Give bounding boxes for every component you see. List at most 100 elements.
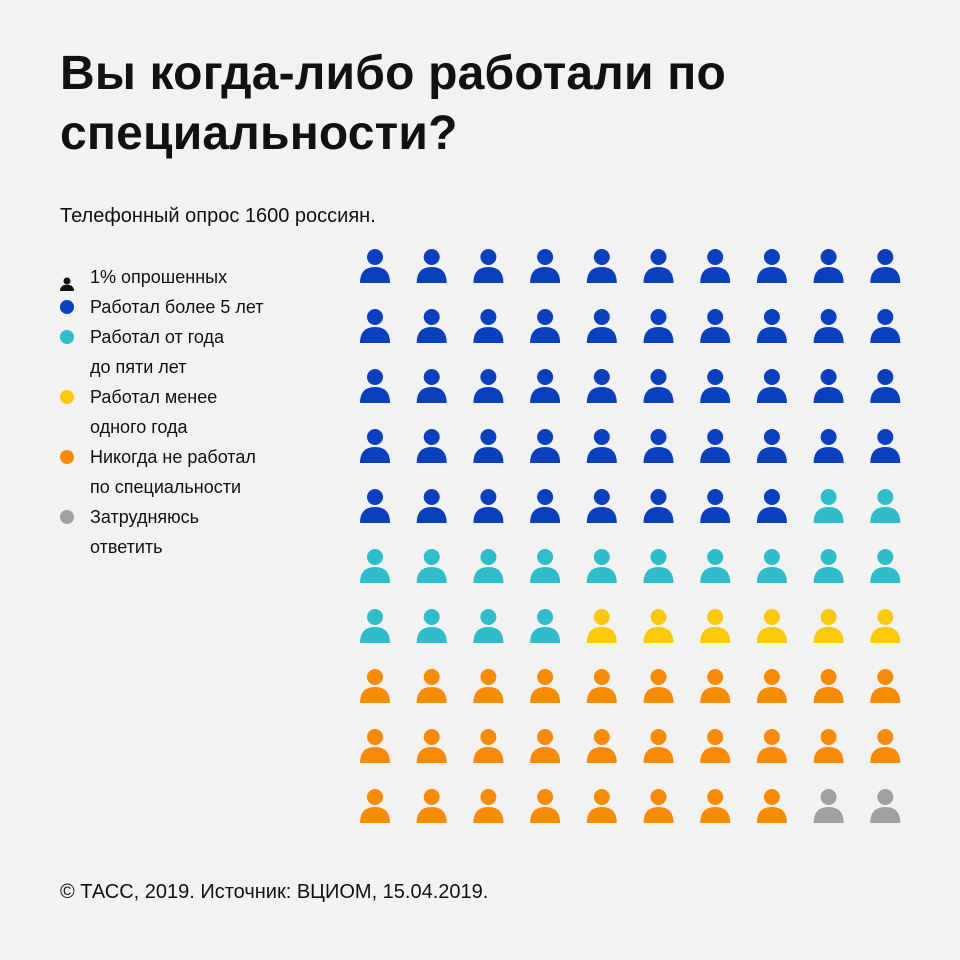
waffle-person-icon [813, 429, 844, 463]
waffle-person-icon [586, 669, 617, 703]
waffle-person-icon [473, 669, 504, 703]
waffle-person-icon [643, 309, 674, 343]
waffle-person-icon [473, 549, 504, 583]
waffle-person-icon [416, 549, 447, 583]
waffle-person-icon [870, 729, 901, 763]
waffle-person-icon [813, 729, 844, 763]
waffle-person-icon [756, 669, 787, 703]
waffle-person-icon [416, 309, 447, 343]
waffle-person-icon [360, 249, 390, 283]
waffle-person-icon [870, 549, 901, 583]
waffle-chart [360, 249, 901, 823]
waffle-person-icon [870, 429, 901, 463]
waffle-person-icon [813, 489, 844, 523]
legend-label: Работал от года до пяти лет [90, 327, 225, 377]
waffle-person-icon [416, 369, 447, 403]
waffle-person-icon [870, 489, 901, 523]
waffle-person-icon [756, 549, 787, 583]
waffle-person-icon [530, 729, 561, 763]
waffle-person-icon [586, 309, 617, 343]
waffle-person-icon [700, 369, 731, 403]
waffle-person-icon [700, 609, 731, 643]
waffle-person-icon [643, 729, 674, 763]
waffle-person-icon [530, 669, 561, 703]
waffle-person-icon [530, 609, 561, 643]
waffle-person-icon [530, 249, 561, 283]
waffle-person-icon [643, 669, 674, 703]
waffle-person-icon [870, 309, 901, 343]
waffle-person-icon [416, 489, 447, 523]
waffle-person-icon [756, 369, 787, 403]
legend-dot-blue [60, 300, 74, 314]
waffle-person-icon [360, 729, 390, 763]
waffle-person-icon [870, 249, 901, 283]
waffle-person-icon [813, 549, 844, 583]
waffle-person-icon [360, 789, 390, 823]
waffle-person-icon [586, 729, 617, 763]
waffle-person-icon [473, 609, 504, 643]
waffle-person-icon [700, 669, 731, 703]
waffle-person-icon [473, 489, 504, 523]
waffle-person-icon [530, 309, 561, 343]
waffle-person-icon [643, 789, 674, 823]
waffle-person-icon [813, 789, 844, 823]
legend-label-unit: 1% опрошенных [90, 267, 228, 287]
waffle-person-icon [756, 729, 787, 763]
waffle-person-icon [530, 429, 561, 463]
person-icon [60, 270, 74, 291]
waffle-person-icon [700, 309, 731, 343]
waffle-person-icon [473, 309, 504, 343]
waffle-person-icon [360, 489, 390, 523]
waffle-person-icon [700, 549, 731, 583]
waffle-person-icon [756, 309, 787, 343]
legend-item-dont-know: Затрудняюсь ответить [60, 502, 330, 562]
waffle-person-icon [643, 429, 674, 463]
waffle-person-icon [530, 789, 561, 823]
waffle-person-icon [360, 549, 390, 583]
legend-dot-orange [60, 450, 74, 464]
waffle-person-icon [473, 729, 504, 763]
legend: 1% опрошенных Работал более 5 лет Работа… [60, 262, 330, 562]
waffle-person-icon [416, 249, 447, 283]
legend-item-never: Никогда не работал по специальности [60, 442, 330, 502]
legend-dot-teal [60, 330, 74, 344]
chart-subtitle: Телефонный опрос 1600 россиян. [60, 205, 376, 227]
waffle-person-icon [700, 489, 731, 523]
waffle-person-icon [643, 369, 674, 403]
waffle-person-icon [586, 429, 617, 463]
waffle-person-icon [360, 309, 390, 343]
legend-dot-gray [60, 510, 74, 524]
waffle-person-icon [870, 789, 901, 823]
legend-item-unit: 1% опрошенных [60, 262, 330, 292]
waffle-person-icon [416, 609, 447, 643]
legend-dot-yellow [60, 390, 74, 404]
chart-title: Вы когда-либо работали по специальности? [60, 47, 726, 160]
waffle-person-icon [700, 729, 731, 763]
legend-item-1-to-5-years: Работал от года до пяти лет [60, 322, 330, 382]
waffle-person-icon [643, 609, 674, 643]
waffle-person-icon [870, 609, 901, 643]
waffle-person-icon [360, 669, 390, 703]
waffle-person-icon [756, 429, 787, 463]
waffle-person-icon [530, 549, 561, 583]
legend-item-under-1-year: Работал менее одного года [60, 382, 330, 442]
waffle-person-icon [813, 249, 844, 283]
waffle-person-icon [473, 369, 504, 403]
legend-label: Работал более 5 лет [90, 297, 264, 317]
waffle-person-icon [813, 369, 844, 403]
waffle-person-icon [416, 789, 447, 823]
waffle-person-icon [813, 609, 844, 643]
waffle-person-icon [643, 489, 674, 523]
waffle-person-icon [360, 429, 390, 463]
waffle-person-icon [700, 249, 731, 283]
waffle-person-icon [473, 429, 504, 463]
waffle-person-icon [586, 609, 617, 643]
waffle-person-icon [530, 489, 561, 523]
waffle-person-icon [756, 609, 787, 643]
waffle-person-icon [530, 369, 561, 403]
waffle-person-icon [416, 429, 447, 463]
waffle-person-icon [756, 789, 787, 823]
waffle-person-icon [756, 489, 787, 523]
waffle-person-icon [643, 249, 674, 283]
source-footer: © ТАСС, 2019. Источник: ВЦИОМ, 15.04.201… [60, 881, 489, 903]
